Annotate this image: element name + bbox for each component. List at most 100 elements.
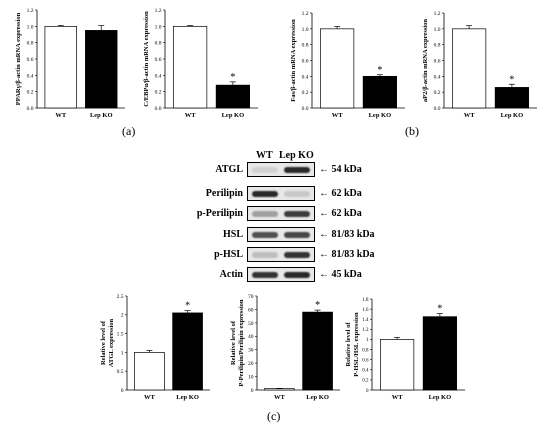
chart2-x-label-wt: WT — [185, 112, 197, 119]
chart7-bar-wt — [380, 339, 415, 391]
blot-lane-header-ko: Lep KO — [279, 150, 314, 161]
blot-size-label: ← 54 kDa — [319, 164, 362, 175]
blot-size-label: ← 81/83 kDa — [319, 229, 375, 240]
chart3-y-label: Fas/β-actin mRNA expression — [290, 19, 297, 102]
chart4-x-label-ko: Lep KO — [501, 112, 524, 119]
chart7-tick-label: 1.8 — [362, 298, 369, 303]
blot-protein-label: HSL — [222, 229, 243, 240]
chart1-tick-label: 0.8 — [27, 41, 34, 47]
chart4-tick-label: 1.0 — [434, 27, 441, 33]
chart5-bar-wt — [134, 352, 165, 391]
chart5-significance-asterisk: * — [185, 301, 190, 312]
chart7-x-label-ko: Lep KO — [429, 394, 452, 401]
chart3-bar-ko — [362, 75, 397, 109]
blot-size-label: ← 62 kDa — [319, 188, 362, 199]
chart3-tick-label: 0.2 — [302, 90, 309, 96]
chart2-bar-wt — [173, 25, 208, 109]
chart6-x-label-wt: WT — [274, 394, 286, 401]
blot-protein-label: p-Perilipin — [196, 208, 243, 219]
chart4-tick-label: 1.2 — [434, 11, 441, 17]
chart1-bar-wt — [44, 25, 77, 109]
chart1-x-label-wt: WT — [55, 112, 67, 119]
chart5-y-label-line1: Relative level of — [100, 320, 107, 365]
blot-lane-header-wt: WT — [256, 150, 273, 161]
chart7-tick-label: 0.2 — [362, 379, 369, 384]
chart6-y-label-line2: P-Perilipin/Perilipin expression — [238, 299, 245, 386]
chart6-bar-ko — [302, 311, 333, 391]
chart4-bar-wt — [452, 28, 487, 109]
blot-band — [284, 252, 310, 258]
chart4-y-label: aP2/β-actin mRNA expression — [422, 19, 429, 102]
panel-letter-b: (b) — [405, 124, 419, 138]
blot-protein-label: p-HSL — [214, 249, 243, 260]
blot-strip — [247, 162, 315, 177]
blot-strip — [247, 186, 315, 201]
chart6-tick-label: 60 — [248, 307, 254, 313]
chart7-bar-ko — [422, 316, 457, 391]
chart5-y-label-line2: ATGL expression — [108, 318, 115, 367]
chart4-tick-label: 0.6 — [434, 58, 441, 64]
blot-band — [284, 167, 310, 173]
chart6-x-label-ko: Lep KO — [306, 394, 329, 401]
chart3-tick-label: 0.8 — [302, 43, 309, 49]
chart4-tick-label: 0.8 — [434, 43, 441, 49]
chart7-tick-label: 1 — [366, 338, 369, 343]
chart5-bar-ko — [172, 312, 203, 391]
chart5-x-label-ko: Lep KO — [176, 394, 199, 401]
blot-protein-label: Perilipin — [205, 188, 243, 199]
blot-band — [252, 167, 278, 173]
blot-size-label: ← 81/83 kDa — [319, 249, 375, 260]
chart4-tick-label: 0.4 — [434, 74, 441, 80]
chart7-tick-label: 1.4 — [362, 318, 369, 323]
chart3-tick-label: 0.6 — [302, 58, 309, 64]
chart2-tick-label: 0.2 — [155, 90, 162, 96]
chart6-tick-label: 70 — [248, 294, 254, 300]
blot-protein-label: ATGL — [215, 164, 243, 175]
chart7-tick-label: 0.4 — [362, 369, 369, 374]
chart7-significance-asterisk: * — [437, 304, 442, 315]
blot-size-label: ← 62 kDa — [319, 208, 362, 219]
chart4-x-label-wt: WT — [464, 112, 476, 119]
blot-strip — [247, 267, 315, 282]
blot-band — [284, 211, 310, 217]
chart2-x-label-ko: Lep KO — [222, 112, 245, 119]
chart3-tick-label: 1.0 — [302, 27, 309, 33]
blot-protein-label: Actin — [219, 269, 243, 280]
chart1-bar-ko — [85, 30, 118, 109]
blot-band — [252, 272, 278, 278]
blot-strip — [247, 206, 315, 221]
chart3-x-label-ko: Lep KO — [369, 112, 392, 119]
chart1-tick-label: 0.4 — [27, 73, 34, 79]
chart5-tick-label: 0.5 — [117, 369, 124, 375]
chart6-bar-wt — [264, 388, 295, 391]
chart6-tick-label: 40 — [248, 334, 254, 340]
chart6-tick-label: 50 — [248, 321, 254, 327]
chart2-tick-label: 1.2 — [155, 8, 162, 14]
chart4-tick-label: 0.0 — [434, 106, 441, 112]
blot-band — [284, 232, 310, 238]
blot-band — [252, 232, 278, 238]
chart6-tick-label: 0 — [251, 388, 254, 394]
chart6-y-label-line1: Relative level of — [230, 320, 237, 365]
chart1-y-label: PPARγ/β-actin mRNA expression — [15, 12, 22, 105]
blot-band — [252, 252, 278, 258]
chart2-bar-ko — [215, 84, 250, 109]
chart5-tick-label: 2 — [121, 313, 124, 319]
chart3-significance-asterisk: * — [377, 65, 382, 76]
chart7-y-label-line2: P-HSL/HSL expression — [353, 312, 360, 377]
chart2-tick-label: 0.8 — [155, 41, 162, 47]
chart2-significance-asterisk: * — [230, 72, 235, 83]
chart2-tick-label: 1.0 — [155, 24, 162, 30]
blot-band — [252, 211, 278, 217]
chart4-significance-asterisk: * — [509, 74, 514, 85]
chart7-y-label-line1: Relative level of — [345, 322, 352, 367]
chart2-tick-label: 0.0 — [155, 106, 162, 112]
panel-letter-c: (c) — [267, 409, 281, 423]
chart7-x-label-wt: WT — [392, 394, 404, 401]
chart1-tick-label: 0.6 — [27, 57, 34, 63]
chart7-tick-label: 1.2 — [362, 328, 369, 333]
chart2-tick-label: 0.4 — [155, 73, 162, 79]
chart1-x-label-ko: Lep KO — [90, 112, 113, 119]
blot-size-label: ← 45 kDa — [319, 269, 362, 280]
